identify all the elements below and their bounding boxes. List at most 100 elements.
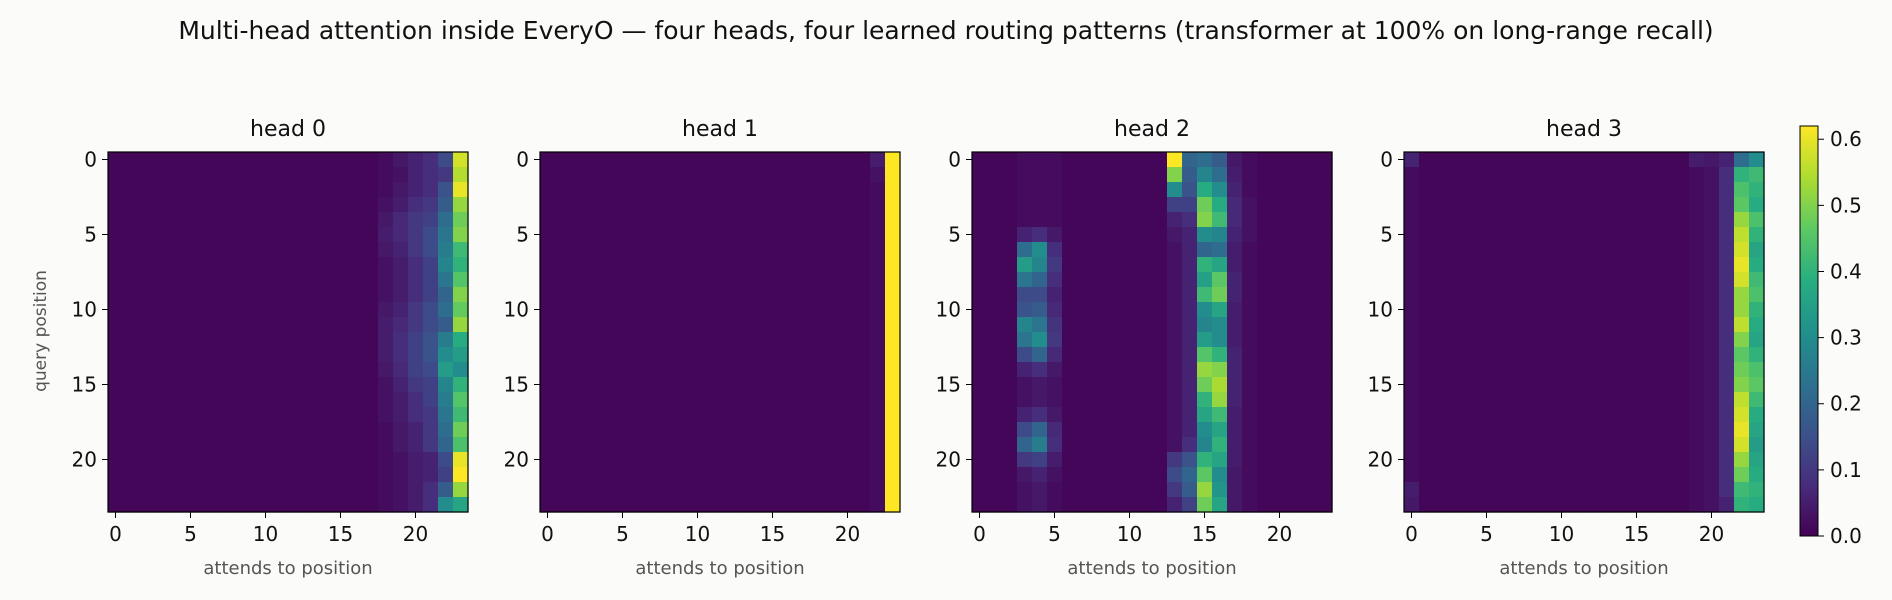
heatmap-cell — [1629, 317, 1645, 333]
heatmap-cell — [600, 272, 616, 288]
heatmap-cell — [318, 197, 334, 213]
heatmap-cell — [1674, 347, 1690, 363]
heatmap-cell — [453, 227, 469, 243]
heatmap-cell — [1749, 167, 1765, 183]
heatmap-cell — [183, 197, 199, 213]
heatmap-cell — [1524, 257, 1540, 273]
heatmap-cell — [1479, 467, 1495, 483]
x-tick-label: 0 — [541, 522, 554, 546]
heatmap-cell — [393, 227, 409, 243]
heatmap-cell — [660, 182, 676, 198]
heatmap-cell — [690, 302, 706, 318]
heatmap-cell — [1167, 362, 1183, 378]
heatmap-cell — [393, 272, 409, 288]
x-tick-label: 10 — [1549, 522, 1574, 546]
heatmap-cell — [1017, 392, 1033, 408]
heatmap-cell — [303, 452, 319, 468]
heatmap-cell — [1152, 347, 1168, 363]
heatmap-cell — [1464, 452, 1480, 468]
heatmap-cell — [1317, 317, 1333, 333]
heatmap-cell — [810, 497, 826, 513]
heatmap-cell — [1599, 452, 1615, 468]
heatmap-cell — [1227, 482, 1243, 498]
heatmap-cell — [600, 437, 616, 453]
heatmap-cell — [870, 212, 886, 228]
heatmap-cell — [987, 392, 1003, 408]
heatmap-cell — [1449, 227, 1465, 243]
heatmap-cell — [870, 182, 886, 198]
heatmap-cell — [378, 287, 394, 303]
heatmap-cell — [570, 227, 586, 243]
heatmap-cell — [570, 407, 586, 423]
heatmap-cell — [393, 242, 409, 258]
heatmap-cell — [288, 242, 304, 258]
heatmap-cell — [1092, 257, 1108, 273]
heatmap-cell — [288, 302, 304, 318]
heatmap-cell — [1584, 302, 1600, 318]
heatmap-cell — [1152, 317, 1168, 333]
heatmap-cell — [1509, 242, 1525, 258]
heatmap-cell — [885, 392, 901, 408]
heatmap-cell — [1494, 227, 1510, 243]
heatmap-cell — [1449, 317, 1465, 333]
heatmap-cell — [1062, 347, 1078, 363]
heatmap-cell — [1047, 437, 1063, 453]
heatmap-cell — [705, 197, 721, 213]
heatmap-cell — [1644, 167, 1660, 183]
heatmap-cell — [1242, 227, 1258, 243]
heatmap-cell — [1539, 212, 1555, 228]
heatmap-cell — [600, 152, 616, 168]
heatmap-cell — [750, 257, 766, 273]
x-axis-label: attends to position — [203, 558, 372, 579]
heatmap-cell — [1479, 437, 1495, 453]
heatmap-cell — [1032, 482, 1048, 498]
heatmap-cell — [1614, 497, 1630, 513]
heatmap-cell — [1539, 272, 1555, 288]
heatmap-cell — [885, 497, 901, 513]
heatmap-cell — [1287, 227, 1303, 243]
y-tick-label: 10 — [1368, 298, 1393, 322]
heatmap-cell — [123, 287, 139, 303]
heatmap-cell — [1509, 482, 1525, 498]
heatmap-cell — [138, 257, 154, 273]
heatmap-cell — [855, 452, 871, 468]
heatmap-cell — [138, 497, 154, 513]
heatmap-cell — [363, 497, 379, 513]
heatmap-cell — [630, 182, 646, 198]
heatmap-cell — [1419, 347, 1435, 363]
heatmap-cell — [810, 452, 826, 468]
heatmap-cell — [333, 437, 349, 453]
heatmap-cell — [1689, 212, 1705, 228]
heatmap-cell — [615, 347, 631, 363]
heatmap-cell — [438, 257, 454, 273]
heatmap-cell — [288, 197, 304, 213]
heatmap-cell — [1629, 272, 1645, 288]
heatmap-cell — [1539, 152, 1555, 168]
heatmap-cell — [243, 257, 259, 273]
heatmap-cell — [1734, 347, 1750, 363]
heatmap-cell — [1614, 452, 1630, 468]
heatmap-cell — [168, 302, 184, 318]
heatmap-cell — [1077, 497, 1093, 513]
heatmap-cell — [1227, 152, 1243, 168]
heatmap-cell — [1494, 392, 1510, 408]
heatmap-cell — [1032, 332, 1048, 348]
heatmap-cell — [1674, 152, 1690, 168]
heatmap-cell — [168, 182, 184, 198]
heatmap-cell — [690, 482, 706, 498]
heatmap-cell — [540, 392, 556, 408]
heatmap-cell — [645, 182, 661, 198]
heatmap-cell — [735, 377, 751, 393]
heatmap-cell — [183, 422, 199, 438]
heatmap-cell — [795, 482, 811, 498]
heatmap-cell — [630, 362, 646, 378]
heatmap-cell — [1689, 227, 1705, 243]
heatmap-cell — [660, 287, 676, 303]
heatmap-cell — [1629, 482, 1645, 498]
heatmap-cell — [1719, 257, 1735, 273]
heatmap-cell — [705, 497, 721, 513]
heatmap-cell — [825, 197, 841, 213]
heatmap-cell — [1614, 227, 1630, 243]
heatmap-cell — [1047, 272, 1063, 288]
